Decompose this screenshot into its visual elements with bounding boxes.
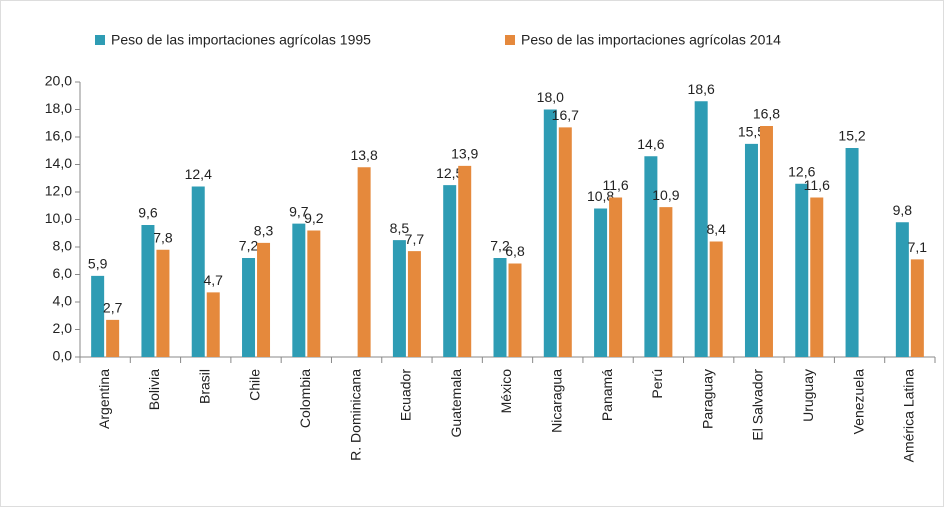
bar xyxy=(407,251,421,357)
bar xyxy=(694,101,708,357)
x-tick-label: Panamá xyxy=(599,369,615,421)
value-label: 7,7 xyxy=(405,231,425,247)
bar xyxy=(141,225,155,357)
x-tick-label: Nicaragua xyxy=(548,369,564,433)
bar xyxy=(543,109,557,357)
value-label: 8,4 xyxy=(706,221,726,237)
value-label: 7,1 xyxy=(908,239,928,255)
bar xyxy=(594,208,608,357)
value-label: 5,9 xyxy=(88,256,108,272)
y-tick-label: 6,0 xyxy=(53,265,73,281)
value-label: 9,6 xyxy=(138,205,158,221)
value-label: 18,0 xyxy=(537,89,564,105)
value-label: 16,8 xyxy=(753,106,780,122)
value-label: 8,3 xyxy=(254,223,274,239)
legend-swatch xyxy=(95,35,105,45)
value-label: 6,8 xyxy=(505,243,525,259)
x-tick-label: El Salvador xyxy=(750,369,766,441)
value-label: 7,8 xyxy=(153,229,173,245)
value-label: 14,6 xyxy=(637,136,664,152)
bar xyxy=(156,249,170,357)
value-label: 7,2 xyxy=(239,238,259,254)
value-label: 8,5 xyxy=(390,220,410,236)
bar xyxy=(257,242,271,357)
value-label: 13,9 xyxy=(451,146,478,162)
bar xyxy=(91,275,105,357)
bar xyxy=(206,292,220,357)
x-tick-label: Ecuador xyxy=(398,369,414,421)
bar xyxy=(845,148,859,357)
y-tick-label: 18,0 xyxy=(45,100,72,116)
x-tick-label: Argentina xyxy=(96,369,112,429)
bar xyxy=(493,258,507,357)
y-tick-label: 16,0 xyxy=(45,128,72,144)
value-label: 10,8 xyxy=(587,188,614,204)
legend-label: Peso de las importaciones agrícolas 1995 xyxy=(111,32,371,48)
y-tick-label: 14,0 xyxy=(45,155,72,171)
y-tick-label: 20,0 xyxy=(45,73,72,89)
x-tick-label: Venezuela xyxy=(850,369,866,435)
y-tick-label: 4,0 xyxy=(53,293,73,309)
value-label: 18,6 xyxy=(688,81,715,97)
x-tick-label: Colombia xyxy=(297,369,313,428)
value-label: 9,2 xyxy=(304,210,324,226)
value-label: 4,7 xyxy=(204,272,224,288)
y-tick-label: 0,0 xyxy=(53,348,73,364)
value-label: 11,6 xyxy=(804,177,830,193)
bar xyxy=(795,183,809,357)
bar xyxy=(106,319,120,357)
value-label: 10,9 xyxy=(652,187,679,203)
value-label: 15,2 xyxy=(838,128,865,144)
bar xyxy=(357,167,371,357)
bar xyxy=(292,223,306,357)
x-tick-label: Paraguay xyxy=(699,369,715,429)
bar xyxy=(458,165,472,357)
bar xyxy=(895,222,909,357)
bar xyxy=(810,197,824,357)
x-tick-label: Bolivia xyxy=(146,369,162,410)
bar xyxy=(242,258,256,357)
x-tick-label: R. Dominicana xyxy=(347,369,363,461)
bar xyxy=(709,241,723,357)
value-label: 2,7 xyxy=(103,300,123,316)
value-label: 9,8 xyxy=(893,202,913,218)
bar xyxy=(508,263,522,357)
bar xyxy=(644,156,658,357)
value-label: 13,8 xyxy=(350,147,377,163)
bar xyxy=(609,197,623,357)
value-label: 11,6 xyxy=(602,177,628,193)
value-label: 7,2 xyxy=(490,238,510,254)
value-label: 9,7 xyxy=(289,203,309,219)
x-tick-label: Guatemala xyxy=(448,369,464,438)
value-label: 15,5 xyxy=(738,124,765,140)
x-tick-label: Perú xyxy=(649,369,665,399)
value-label: 12,4 xyxy=(185,166,212,182)
bar xyxy=(659,207,673,357)
y-tick-label: 8,0 xyxy=(53,238,73,254)
bar xyxy=(744,143,758,357)
bar xyxy=(307,230,321,357)
bar xyxy=(910,259,924,357)
value-label: 16,7 xyxy=(552,107,579,123)
legend-label: Peso de las importaciones agrícolas 2014 xyxy=(521,32,781,48)
bar xyxy=(392,240,406,357)
x-tick-label: México xyxy=(498,369,514,414)
x-tick-label: Brasil xyxy=(196,369,212,404)
x-tick-label: Chile xyxy=(247,369,263,401)
x-tick-label: Uruguay xyxy=(800,369,816,422)
value-label: 12,6 xyxy=(788,163,815,179)
value-label: 12,5 xyxy=(436,165,463,181)
bar xyxy=(558,127,572,357)
x-tick-label: América Latina xyxy=(901,369,917,463)
legend-swatch xyxy=(505,35,515,45)
y-tick-label: 12,0 xyxy=(45,183,72,199)
y-tick-label: 2,0 xyxy=(53,320,73,336)
bar xyxy=(443,185,457,357)
bar xyxy=(191,186,205,357)
y-tick-label: 10,0 xyxy=(45,210,72,226)
bar xyxy=(759,126,773,357)
